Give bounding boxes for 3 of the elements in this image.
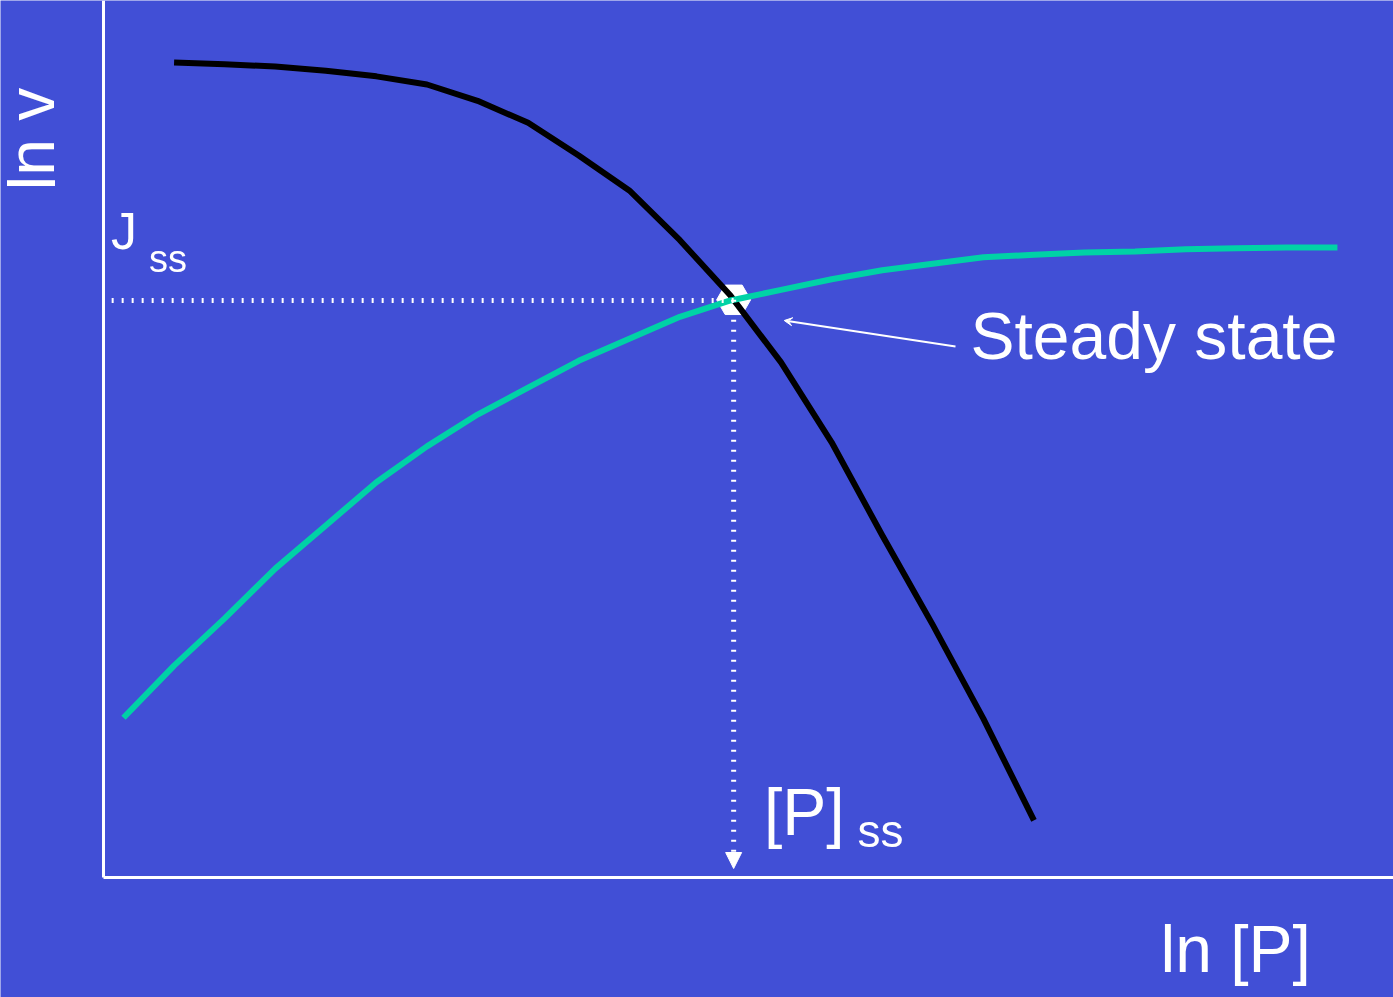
x-axis-title: ln [P] — [1160, 911, 1311, 986]
y-axis-title: ln v — [0, 87, 69, 191]
annotation: Steady state — [970, 298, 1338, 373]
